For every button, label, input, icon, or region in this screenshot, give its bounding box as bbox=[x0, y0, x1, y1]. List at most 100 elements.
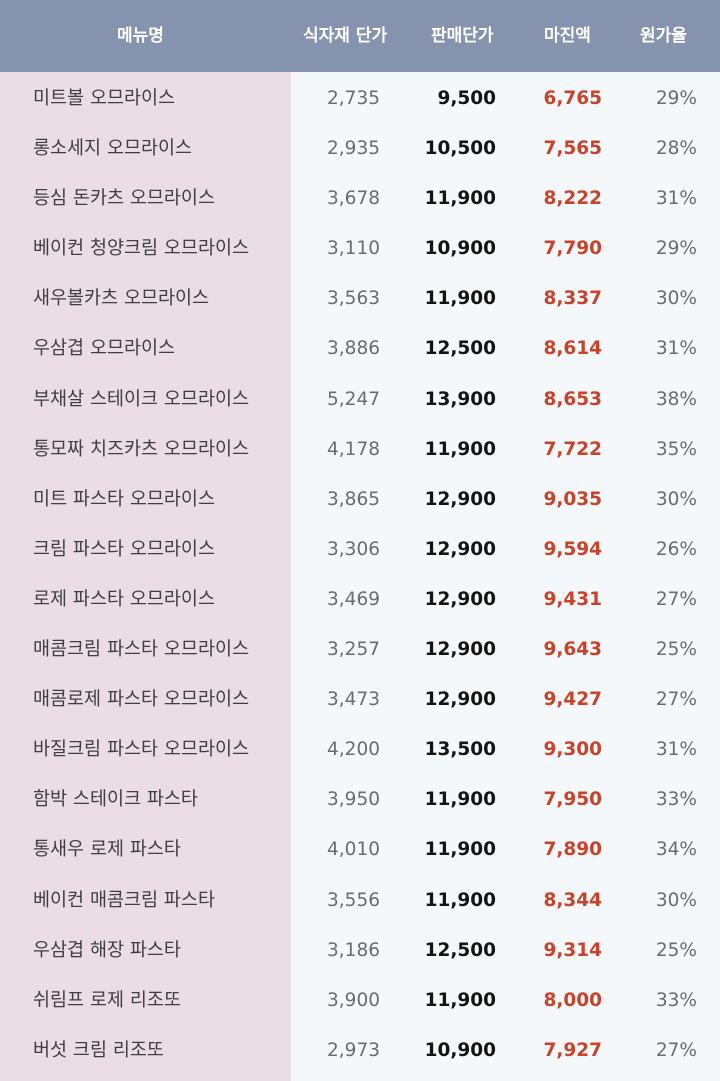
ingredient-cost-cell: 3,110 bbox=[327, 238, 380, 260]
table-row: 롱소세지 오므라이스 2,935 10,500 7,565 28% bbox=[0, 124, 720, 174]
ingredient-cost-cell: 3,556 bbox=[327, 889, 380, 911]
table-body: 미트볼 오므라이스 2,735 9,500 6,765 29% 롱소세지 오므라이스 2,9… bbox=[0, 74, 720, 1076]
table-row: 매콤크림 파스타 오므라이스 3,257 12,900 9,643 25% bbox=[0, 625, 720, 675]
cost-ratio-cell: 28% bbox=[655, 138, 697, 160]
margin-cell: 7,890 bbox=[543, 839, 602, 861]
sale-price-cell: 11,900 bbox=[424, 438, 496, 460]
menu-name-cell: 베이컨 매콤크림 파스타 bbox=[33, 889, 215, 911]
ingredient-cost-cell: 2,973 bbox=[327, 1039, 380, 1061]
menu-name-cell: 부채살 스테이크 오므라이스 bbox=[33, 388, 250, 410]
cost-ratio-cell: 31% bbox=[655, 338, 697, 360]
ingredient-cost-cell: 3,900 bbox=[327, 989, 380, 1011]
cost-ratio-cell: 35% bbox=[655, 438, 697, 460]
ingredient-cost-cell: 3,886 bbox=[327, 338, 380, 360]
table-row: 크림 파스타 오므라이스 3,306 12,900 9,594 26% bbox=[0, 525, 720, 575]
ingredient-cost-cell: 4,178 bbox=[327, 438, 380, 460]
table-row: 버섯 크림 리조또 2,973 10,900 7,927 27% bbox=[0, 1026, 720, 1076]
menu-name-cell: 크림 파스타 오므라이스 bbox=[33, 538, 215, 560]
cost-ratio-cell: 31% bbox=[655, 188, 697, 210]
menu-name-cell: 미트 파스타 오므라이스 bbox=[33, 488, 215, 510]
ingredient-cost-cell: 3,678 bbox=[327, 188, 380, 210]
ingredient-cost-cell: 3,950 bbox=[327, 789, 380, 811]
ingredient-cost-cell: 3,186 bbox=[327, 939, 380, 961]
table-row: 미트볼 오므라이스 2,735 9,500 6,765 29% bbox=[0, 74, 720, 124]
sale-price-cell: 9,500 bbox=[437, 88, 496, 109]
table-row: 베이컨 매콤크림 파스타 3,556 11,900 8,344 30% bbox=[0, 876, 720, 926]
sale-price-cell: 10,500 bbox=[424, 138, 496, 160]
cost-ratio-cell: 38% bbox=[655, 388, 697, 410]
margin-cell: 8,614 bbox=[543, 338, 602, 360]
cost-ratio-cell: 26% bbox=[655, 538, 697, 560]
margin-cell: 6,765 bbox=[543, 88, 602, 109]
margin-cell: 7,790 bbox=[543, 238, 602, 260]
margin-cell: 7,950 bbox=[543, 789, 602, 811]
cost-ratio-cell: 27% bbox=[655, 1039, 697, 1061]
margin-cell: 7,722 bbox=[543, 438, 602, 460]
ingredient-cost-cell: 2,735 bbox=[327, 88, 380, 109]
cost-ratio-cell: 30% bbox=[655, 488, 697, 510]
sale-price-cell: 10,900 bbox=[424, 238, 496, 260]
table-row: 새우볼카츠 오므라이스 3,563 11,900 8,337 30% bbox=[0, 274, 720, 324]
cost-ratio-cell: 31% bbox=[655, 739, 697, 761]
sale-price-cell: 13,900 bbox=[424, 388, 496, 410]
sale-price-cell: 13,500 bbox=[424, 739, 496, 761]
data-columns-background bbox=[291, 72, 720, 1081]
sale-price-cell: 11,900 bbox=[424, 188, 496, 210]
cost-ratio-cell: 33% bbox=[655, 789, 697, 811]
sale-price-cell: 11,900 bbox=[424, 989, 496, 1011]
sale-price-cell: 12,900 bbox=[424, 538, 496, 560]
sale-price-cell: 12,500 bbox=[424, 939, 496, 961]
ingredient-cost-cell: 3,306 bbox=[327, 538, 380, 560]
margin-cell: 8,653 bbox=[543, 388, 602, 410]
menu-name-column-background bbox=[0, 72, 291, 1081]
sale-price-cell: 11,900 bbox=[424, 839, 496, 861]
header-ingredient-cost: 식자재 단가 bbox=[303, 26, 388, 46]
cost-ratio-cell: 30% bbox=[655, 288, 697, 310]
margin-cell: 9,314 bbox=[543, 939, 602, 961]
cost-ratio-cell: 33% bbox=[655, 989, 697, 1011]
sale-price-cell: 11,900 bbox=[424, 789, 496, 811]
ingredient-cost-cell: 5,247 bbox=[327, 388, 380, 410]
menu-name-cell: 우삼겹 해장 파스타 bbox=[33, 939, 181, 961]
table-row: 미트 파스타 오므라이스 3,865 12,900 9,035 30% bbox=[0, 475, 720, 525]
menu-name-cell: 버섯 크림 리조또 bbox=[33, 1039, 164, 1061]
table-row: 통모짜 치즈카츠 오므라이스 4,178 11,900 7,722 35% bbox=[0, 425, 720, 475]
sale-price-cell: 12,900 bbox=[424, 639, 496, 661]
table-row: 매콤로제 파스타 오므라이스 3,473 12,900 9,427 27% bbox=[0, 675, 720, 725]
sale-price-cell: 12,900 bbox=[424, 689, 496, 711]
margin-cell: 9,035 bbox=[543, 488, 602, 510]
margin-cell: 9,427 bbox=[543, 689, 602, 711]
menu-name-cell: 우삼겹 오므라이스 bbox=[33, 338, 176, 360]
sale-price-cell: 12,900 bbox=[424, 488, 496, 510]
cost-ratio-cell: 29% bbox=[655, 88, 697, 109]
menu-name-cell: 통모짜 치즈카츠 오므라이스 bbox=[33, 438, 250, 460]
table-row: 쉬림프 로제 리조또 3,900 11,900 8,000 33% bbox=[0, 976, 720, 1026]
table-row: 통새우 로제 파스타 4,010 11,900 7,890 34% bbox=[0, 825, 720, 875]
ingredient-cost-cell: 3,865 bbox=[327, 488, 380, 510]
margin-cell: 9,431 bbox=[543, 588, 602, 610]
cost-ratio-cell: 30% bbox=[655, 889, 697, 911]
sale-price-cell: 10,900 bbox=[424, 1039, 496, 1061]
cost-ratio-cell: 27% bbox=[655, 588, 697, 610]
table-row: 부채살 스테이크 오므라이스 5,247 13,900 8,653 38% bbox=[0, 375, 720, 425]
menu-name-cell: 새우볼카츠 오므라이스 bbox=[33, 288, 210, 310]
table-row: 우삼겹 해장 파스타 3,186 12,500 9,314 25% bbox=[0, 926, 720, 976]
menu-name-cell: 로제 파스타 오므라이스 bbox=[33, 588, 215, 610]
table-row: 바질크림 파스타 오므라이스 4,200 13,500 9,300 31% bbox=[0, 725, 720, 775]
menu-name-cell: 쉬림프 로제 리조또 bbox=[33, 989, 181, 1011]
margin-cell: 8,337 bbox=[543, 288, 602, 310]
menu-name-cell: 등심 돈카츠 오므라이스 bbox=[33, 188, 215, 210]
sale-price-cell: 12,900 bbox=[424, 588, 496, 610]
cost-ratio-cell: 25% bbox=[655, 639, 697, 661]
margin-cell: 8,000 bbox=[543, 989, 602, 1011]
header-sale-price: 판매단가 bbox=[431, 26, 494, 46]
ingredient-cost-cell: 3,469 bbox=[327, 588, 380, 610]
ingredient-cost-cell: 4,010 bbox=[327, 839, 380, 861]
margin-cell: 9,643 bbox=[543, 639, 602, 661]
sale-price-cell: 12,500 bbox=[424, 338, 496, 360]
menu-name-cell: 롱소세지 오므라이스 bbox=[33, 138, 193, 160]
ingredient-cost-cell: 2,935 bbox=[327, 138, 380, 160]
menu-name-cell: 미트볼 오므라이스 bbox=[33, 88, 176, 109]
sale-price-cell: 11,900 bbox=[424, 889, 496, 911]
